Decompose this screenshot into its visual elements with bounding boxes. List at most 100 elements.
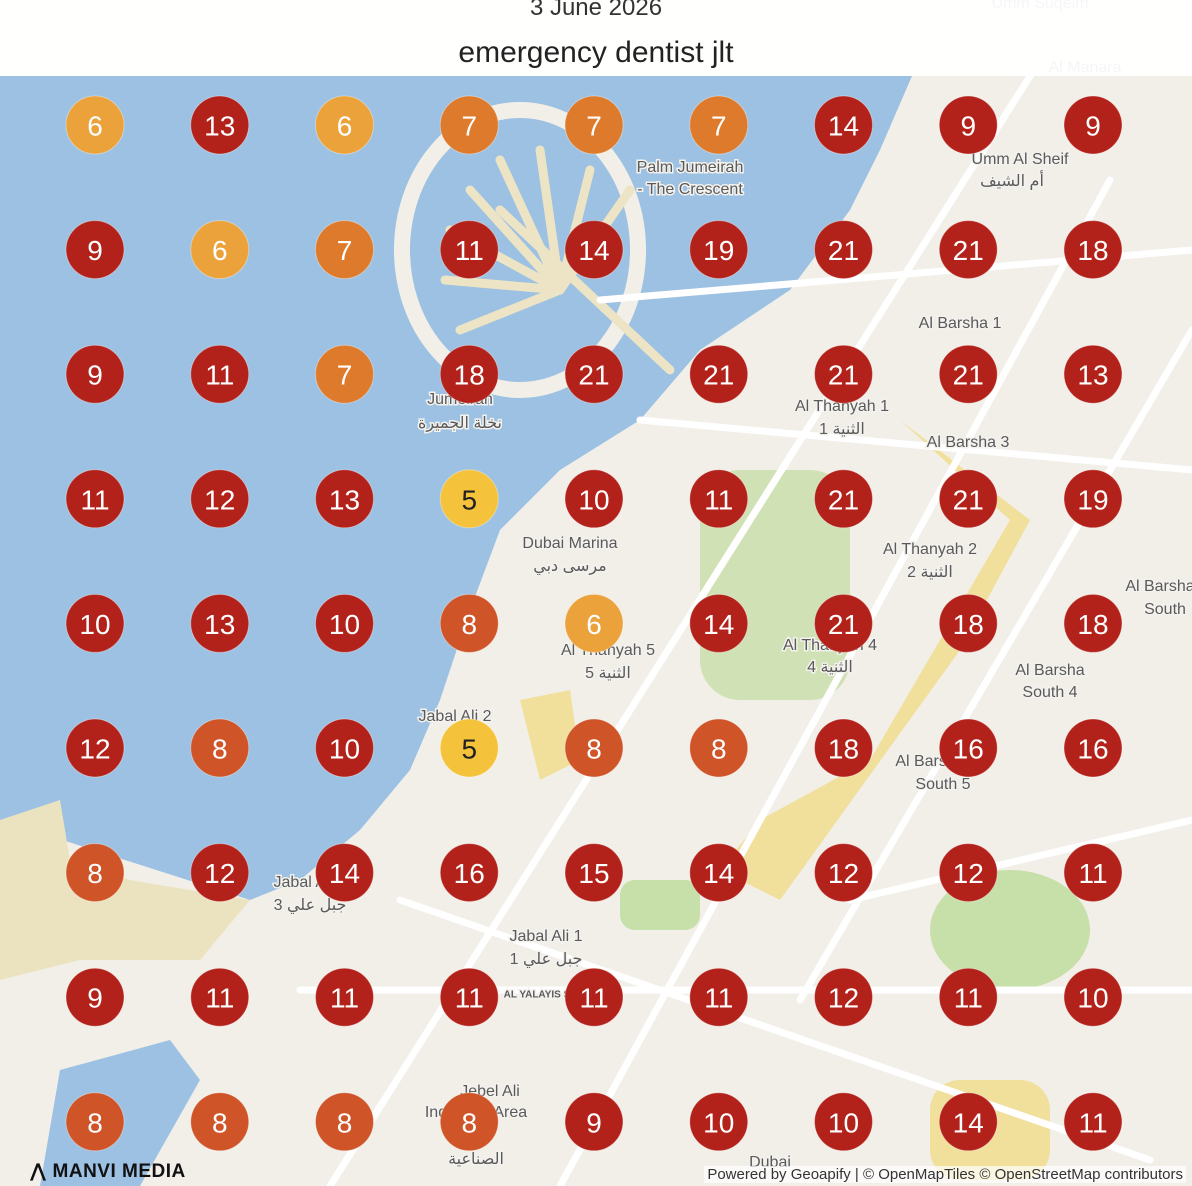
rank-marker: [689, 718, 749, 778]
map-label: Jabal Ali 1: [510, 928, 583, 945]
rank-label: 11: [704, 484, 733, 515]
rank-marker: [814, 593, 873, 653]
rank-label: 21: [953, 360, 984, 391]
rank-label: 8: [461, 609, 477, 640]
rank-label: 10: [1077, 983, 1108, 1014]
attribution: Powered by Geoapify | © OpenMapTiles © O…: [704, 1166, 1186, 1183]
rank-label: 13: [329, 484, 360, 515]
rank-marker: [938, 843, 998, 903]
rank-marker: [65, 718, 125, 778]
rank-label: 7: [337, 360, 353, 391]
map-label: Al Barsha 1: [919, 315, 1002, 332]
rank-label: 6: [337, 111, 353, 142]
rank-label: 10: [828, 1107, 859, 1138]
rank-label: 9: [87, 235, 103, 266]
rank-marker: [689, 220, 749, 280]
rank-marker: [564, 967, 624, 1027]
rank-marker: [564, 220, 624, 280]
rank-marker: [814, 967, 873, 1027]
rank-label: 19: [703, 235, 734, 266]
rank-marker: [564, 843, 624, 903]
rank-label: 12: [204, 858, 235, 889]
rank-marker: [315, 967, 374, 1027]
map-label: - The Crescent: [637, 181, 743, 198]
rank-label: 11: [455, 235, 484, 266]
rank-label: 12: [204, 484, 235, 515]
rank-marker: [315, 1092, 374, 1152]
map-label: South: [1144, 601, 1186, 618]
map-label: Al Barsha: [1015, 662, 1084, 679]
rank-marker: [190, 718, 250, 778]
rank-marker: [190, 1092, 250, 1152]
rank-label: 18: [828, 734, 859, 765]
rank-label: 21: [828, 484, 859, 515]
rank-label: 21: [828, 235, 859, 266]
rank-label: 16: [454, 858, 485, 889]
rank-grid: 6 13 6 7 7 7 14 9 9 9 6 7 11 14 19 21 21 18 9 11 7 18 21 21 21 21…: [65, 95, 1123, 1152]
rank-label: 21: [828, 360, 859, 391]
rank-marker: [65, 1092, 125, 1152]
rank-label: 6: [87, 111, 103, 142]
rank-label: 15: [578, 858, 609, 889]
map-label: South 4: [1022, 684, 1077, 701]
rank-label: 12: [828, 858, 859, 889]
rank-marker: [65, 967, 125, 1027]
rank-marker: [190, 344, 250, 404]
rank-label: 11: [704, 983, 733, 1014]
rank-label: 11: [455, 983, 484, 1014]
rank-marker: [689, 843, 749, 903]
rank-marker: [564, 593, 624, 653]
rank-label: 8: [87, 858, 103, 889]
rank-marker: [564, 344, 624, 404]
rank-label: 7: [337, 235, 353, 266]
map-label: Al Barsha: [1125, 578, 1192, 595]
port-land: [0, 800, 250, 980]
rank-label: 11: [954, 983, 983, 1014]
rank-marker: [315, 344, 374, 404]
rank-label: 18: [1077, 235, 1108, 266]
rank-label: 10: [578, 484, 609, 515]
rank-label: 14: [329, 858, 360, 889]
rank-marker: [814, 843, 873, 903]
rank-label: 5: [461, 734, 477, 765]
rank-label: 11: [205, 983, 234, 1014]
report-title: emergency dentist jlt: [458, 36, 734, 69]
header-band: [0, 0, 1192, 76]
map-label: Al Barsha 3: [927, 434, 1010, 451]
rank-label: 16: [1077, 734, 1108, 765]
rank-marker: [1063, 1092, 1123, 1152]
rank-marker: [564, 469, 624, 529]
rank-marker: [190, 95, 250, 155]
rank-label: 8: [461, 1107, 477, 1138]
rank-marker: [1063, 220, 1123, 280]
rank-label: 10: [329, 734, 360, 765]
rank-label: 18: [953, 609, 984, 640]
rank-marker: [1063, 843, 1123, 903]
brand-name: MANVI MEDIA: [52, 1161, 186, 1182]
rank-label: 9: [586, 1107, 602, 1138]
rank-label: 8: [711, 734, 727, 765]
rank-label: 21: [953, 484, 984, 515]
rank-label: 14: [703, 609, 734, 640]
map-label: مرسى دبي: [533, 558, 607, 576]
rank-label: 19: [1077, 484, 1108, 515]
rank-label: 11: [330, 983, 359, 1014]
map-label: Al Thanyah 2: [883, 541, 977, 558]
rank-marker: [65, 469, 125, 529]
rank-marker: [689, 1092, 749, 1152]
rank-label: 11: [1078, 858, 1107, 889]
rank-marker: [190, 469, 250, 529]
rank-label: 21: [953, 235, 984, 266]
rank-marker: [315, 469, 374, 529]
rank-label: 13: [204, 111, 235, 142]
map-label: الثنية 5: [585, 665, 631, 682]
rank-label: 12: [828, 983, 859, 1014]
rank-label: 7: [586, 111, 602, 142]
map-label: Palm Jumeirah: [637, 159, 744, 176]
rank-label: 10: [329, 609, 360, 640]
rank-marker: [938, 1092, 998, 1152]
rank-marker: [938, 593, 998, 653]
rank-label: 8: [87, 1107, 103, 1138]
